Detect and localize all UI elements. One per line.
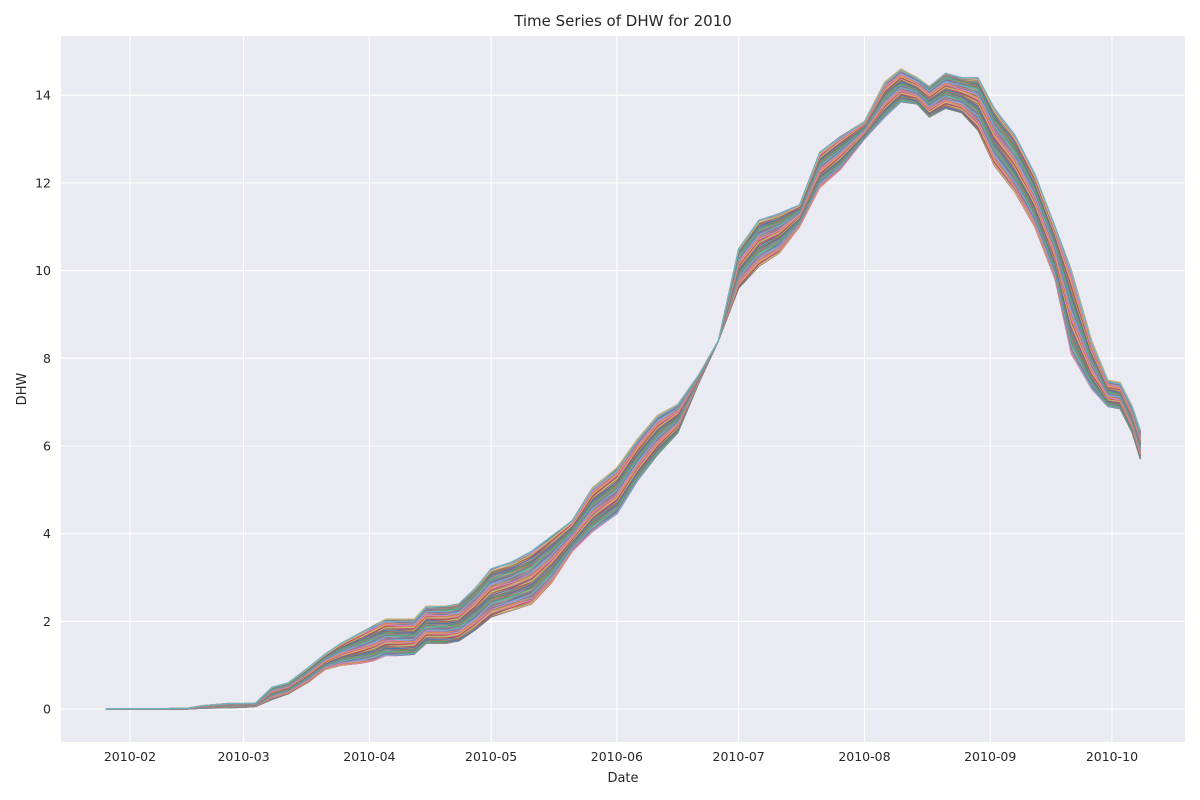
x-tick-label: 2010-07 <box>713 749 765 764</box>
y-axis-label: DHW <box>15 373 30 406</box>
x-tick-label: 2010-02 <box>104 749 156 764</box>
x-tick-label: 2010-06 <box>591 749 643 764</box>
y-tick-label: 10 <box>35 263 51 278</box>
y-tick-label: 12 <box>35 175 51 190</box>
y-tick-label: 6 <box>43 439 51 454</box>
series-line <box>105 68 1141 710</box>
x-tick-label: 2010-09 <box>964 749 1016 764</box>
y-tick-label: 4 <box>43 526 51 541</box>
series-lines <box>105 68 1141 710</box>
y-tick-label: 2 <box>43 614 51 629</box>
x-tick-label: 2010-04 <box>343 749 395 764</box>
chart-title: Time Series of DHW for 2010 <box>513 12 732 30</box>
y-tick-label: 0 <box>43 702 51 717</box>
x-axis-label: Date <box>607 771 638 786</box>
series-line <box>105 70 1141 710</box>
x-tick-label: 2010-03 <box>217 749 269 764</box>
x-tick-label: 2010-05 <box>465 749 517 764</box>
y-tick-label: 14 <box>35 88 51 103</box>
y-tick-label: 8 <box>43 351 51 366</box>
tick-labels: 2010-02 2010-03 2010-04 2010-05 2010-06 2010-… <box>35 88 1138 764</box>
x-tick-label: 2010-10 <box>1086 749 1138 764</box>
x-tick-label: 2010-08 <box>838 749 890 764</box>
